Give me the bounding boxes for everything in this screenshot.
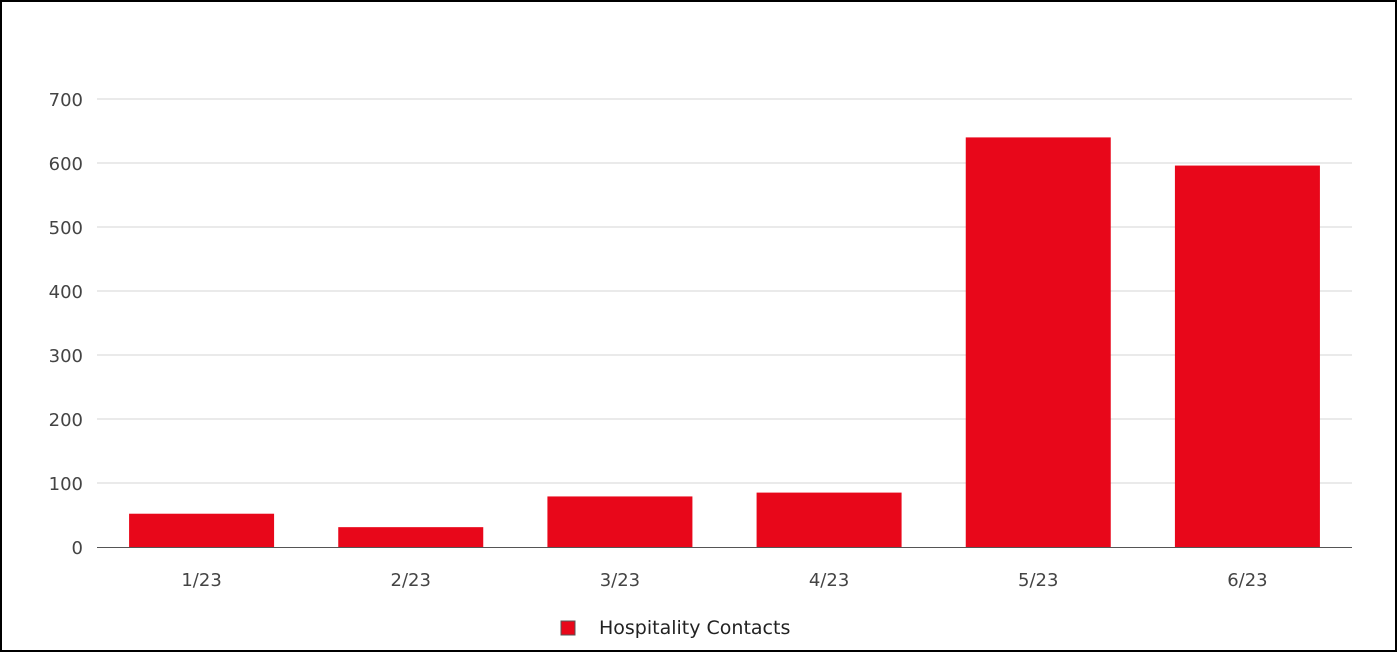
bars xyxy=(129,137,1320,547)
x-tick-label: 2/23 xyxy=(391,570,431,591)
y-tick-label: 600 xyxy=(49,154,83,175)
legend-label: Hospitality Contacts xyxy=(599,617,790,639)
bar-6-23 xyxy=(1174,165,1320,547)
bar-5-23 xyxy=(965,137,1111,547)
y-tick-label: 200 xyxy=(49,410,83,431)
y-tick-label: 500 xyxy=(49,218,83,239)
y-tick-label: 300 xyxy=(49,346,83,367)
x-tick-label: 4/23 xyxy=(809,570,849,591)
x-axis-ticks: 1/23 2/23 3/23 4/23 5/23 6/23 xyxy=(181,570,1267,591)
y-tick-label: 0 xyxy=(72,538,83,559)
y-tick-label: 100 xyxy=(49,474,83,495)
y-axis-ticks: 0 100 200 300 400 500 600 700 xyxy=(49,90,83,559)
bar-2-23 xyxy=(338,527,484,547)
bar-3-23 xyxy=(547,496,693,547)
bar-1-23 xyxy=(129,513,275,547)
x-tick-label: 1/23 xyxy=(181,570,221,591)
gridlines xyxy=(97,98,1352,484)
legend: Hospitality Contacts xyxy=(560,617,790,639)
legend-swatch xyxy=(560,620,576,636)
x-tick-label: 5/23 xyxy=(1018,570,1058,591)
y-tick-label: 700 xyxy=(49,90,83,111)
bar-4-23 xyxy=(756,492,902,547)
y-tick-label: 400 xyxy=(49,282,83,303)
x-tick-label: 6/23 xyxy=(1227,570,1267,591)
x-tick-label: 3/23 xyxy=(600,570,640,591)
